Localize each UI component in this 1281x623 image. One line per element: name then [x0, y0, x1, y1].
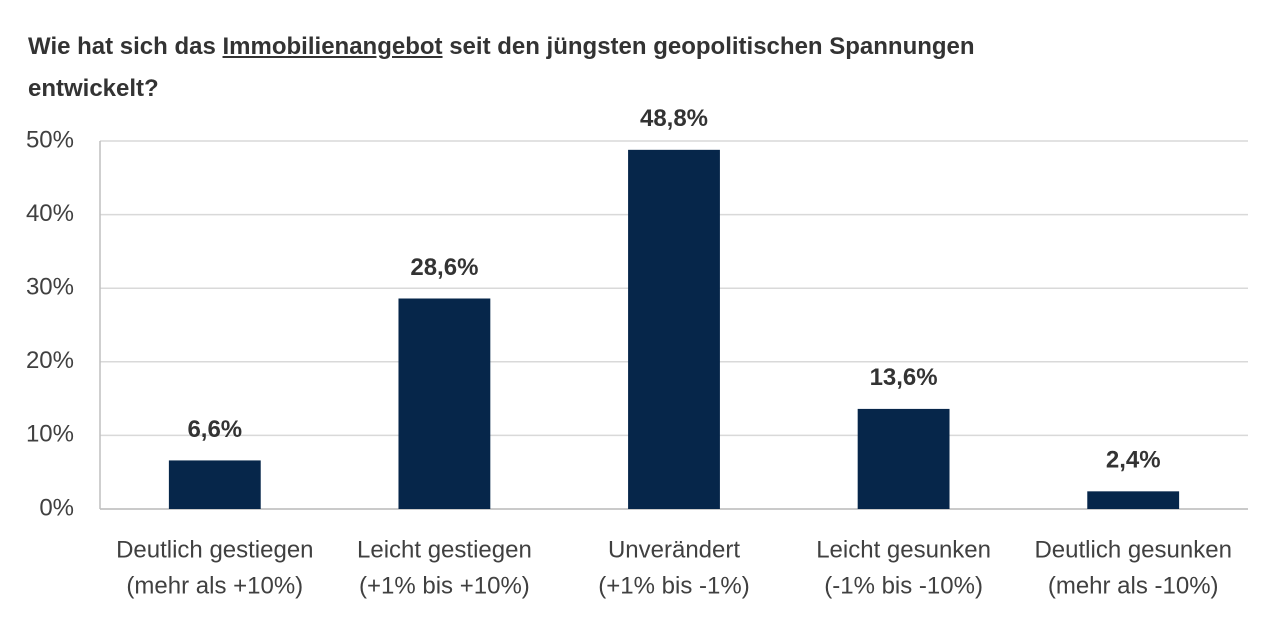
value-label: 6,6% — [187, 416, 242, 443]
y-tick-label: 50% — [26, 126, 74, 153]
value-label: 48,8% — [640, 105, 708, 132]
x-tick-label: (-1% bis -10%) — [824, 572, 983, 599]
y-tick-label: 20% — [26, 347, 74, 374]
x-tick-label: Leicht gestiegen — [357, 536, 532, 563]
x-tick-label: Deutlich gesunken — [1034, 536, 1231, 563]
bar — [168, 460, 261, 509]
title-part: Wie hat sich das — [28, 33, 223, 60]
x-tick-label: Leicht gesunken — [816, 536, 991, 563]
x-tick-label: (mehr als -10%) — [1048, 572, 1219, 599]
x-tick-label: Deutlich gestiegen — [116, 536, 313, 563]
title-part: seit den jüngsten geopolitischen Spannun… — [28, 33, 975, 102]
chart-title: Wie hat sich das Immobilienangebot seit … — [28, 26, 988, 110]
bar — [628, 149, 720, 509]
title-part: Immobilienangebot — [222, 33, 443, 60]
x-tick-label: (mehr als +10%) — [126, 572, 303, 599]
value-label: 28,6% — [410, 254, 478, 281]
x-tick-label: (+1% bis -1%) — [598, 572, 749, 599]
y-tick-label: 30% — [26, 274, 74, 301]
bar — [1087, 491, 1180, 509]
y-tick-label: 0% — [39, 494, 74, 521]
y-tick-label: 40% — [26, 200, 74, 227]
y-tick-label: 10% — [26, 421, 74, 448]
x-tick-label: (+1% bis +10%) — [359, 572, 530, 599]
value-label: 13,6% — [870, 364, 938, 391]
value-label: 2,4% — [1106, 447, 1161, 474]
x-tick-label: Unverändert — [608, 536, 740, 563]
bar — [857, 408, 950, 509]
bar — [398, 298, 491, 509]
